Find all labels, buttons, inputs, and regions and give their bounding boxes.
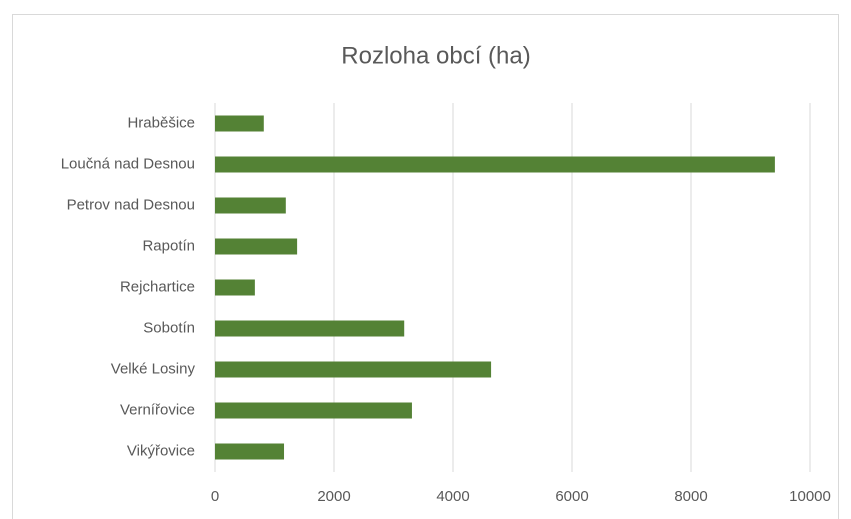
x-tick-label: 0 xyxy=(211,488,219,505)
x-tick-label: 2000 xyxy=(317,488,350,505)
x-tick-label: 4000 xyxy=(436,488,469,505)
y-tick-label: Rapotín xyxy=(142,237,195,254)
y-tick-label: Velké Losiny xyxy=(111,360,196,377)
chart-border xyxy=(12,14,839,519)
bar xyxy=(215,279,255,296)
x-tick-label: 6000 xyxy=(555,488,588,505)
bar xyxy=(215,197,286,214)
y-tick-label: Rejchartice xyxy=(120,278,195,295)
bar xyxy=(215,443,285,460)
y-tick-label: Petrov nad Desnou xyxy=(67,196,195,213)
bar xyxy=(215,320,405,337)
bar xyxy=(215,402,412,419)
bar xyxy=(215,238,298,255)
y-tick-label: Sobotín xyxy=(143,319,195,336)
bar xyxy=(215,115,264,132)
bar xyxy=(215,361,492,378)
chart-title: Rozloha obcí (ha) xyxy=(341,42,530,69)
x-tick-label: 8000 xyxy=(674,488,707,505)
y-tick-label: Hraběšice xyxy=(127,114,195,131)
x-tick-label: 10000 xyxy=(789,488,831,505)
bar xyxy=(215,156,775,173)
y-tick-label: Loučná nad Desnou xyxy=(61,155,195,172)
y-tick-label: Vernířovice xyxy=(120,401,195,418)
y-tick-label: Vikýřovice xyxy=(127,442,195,459)
